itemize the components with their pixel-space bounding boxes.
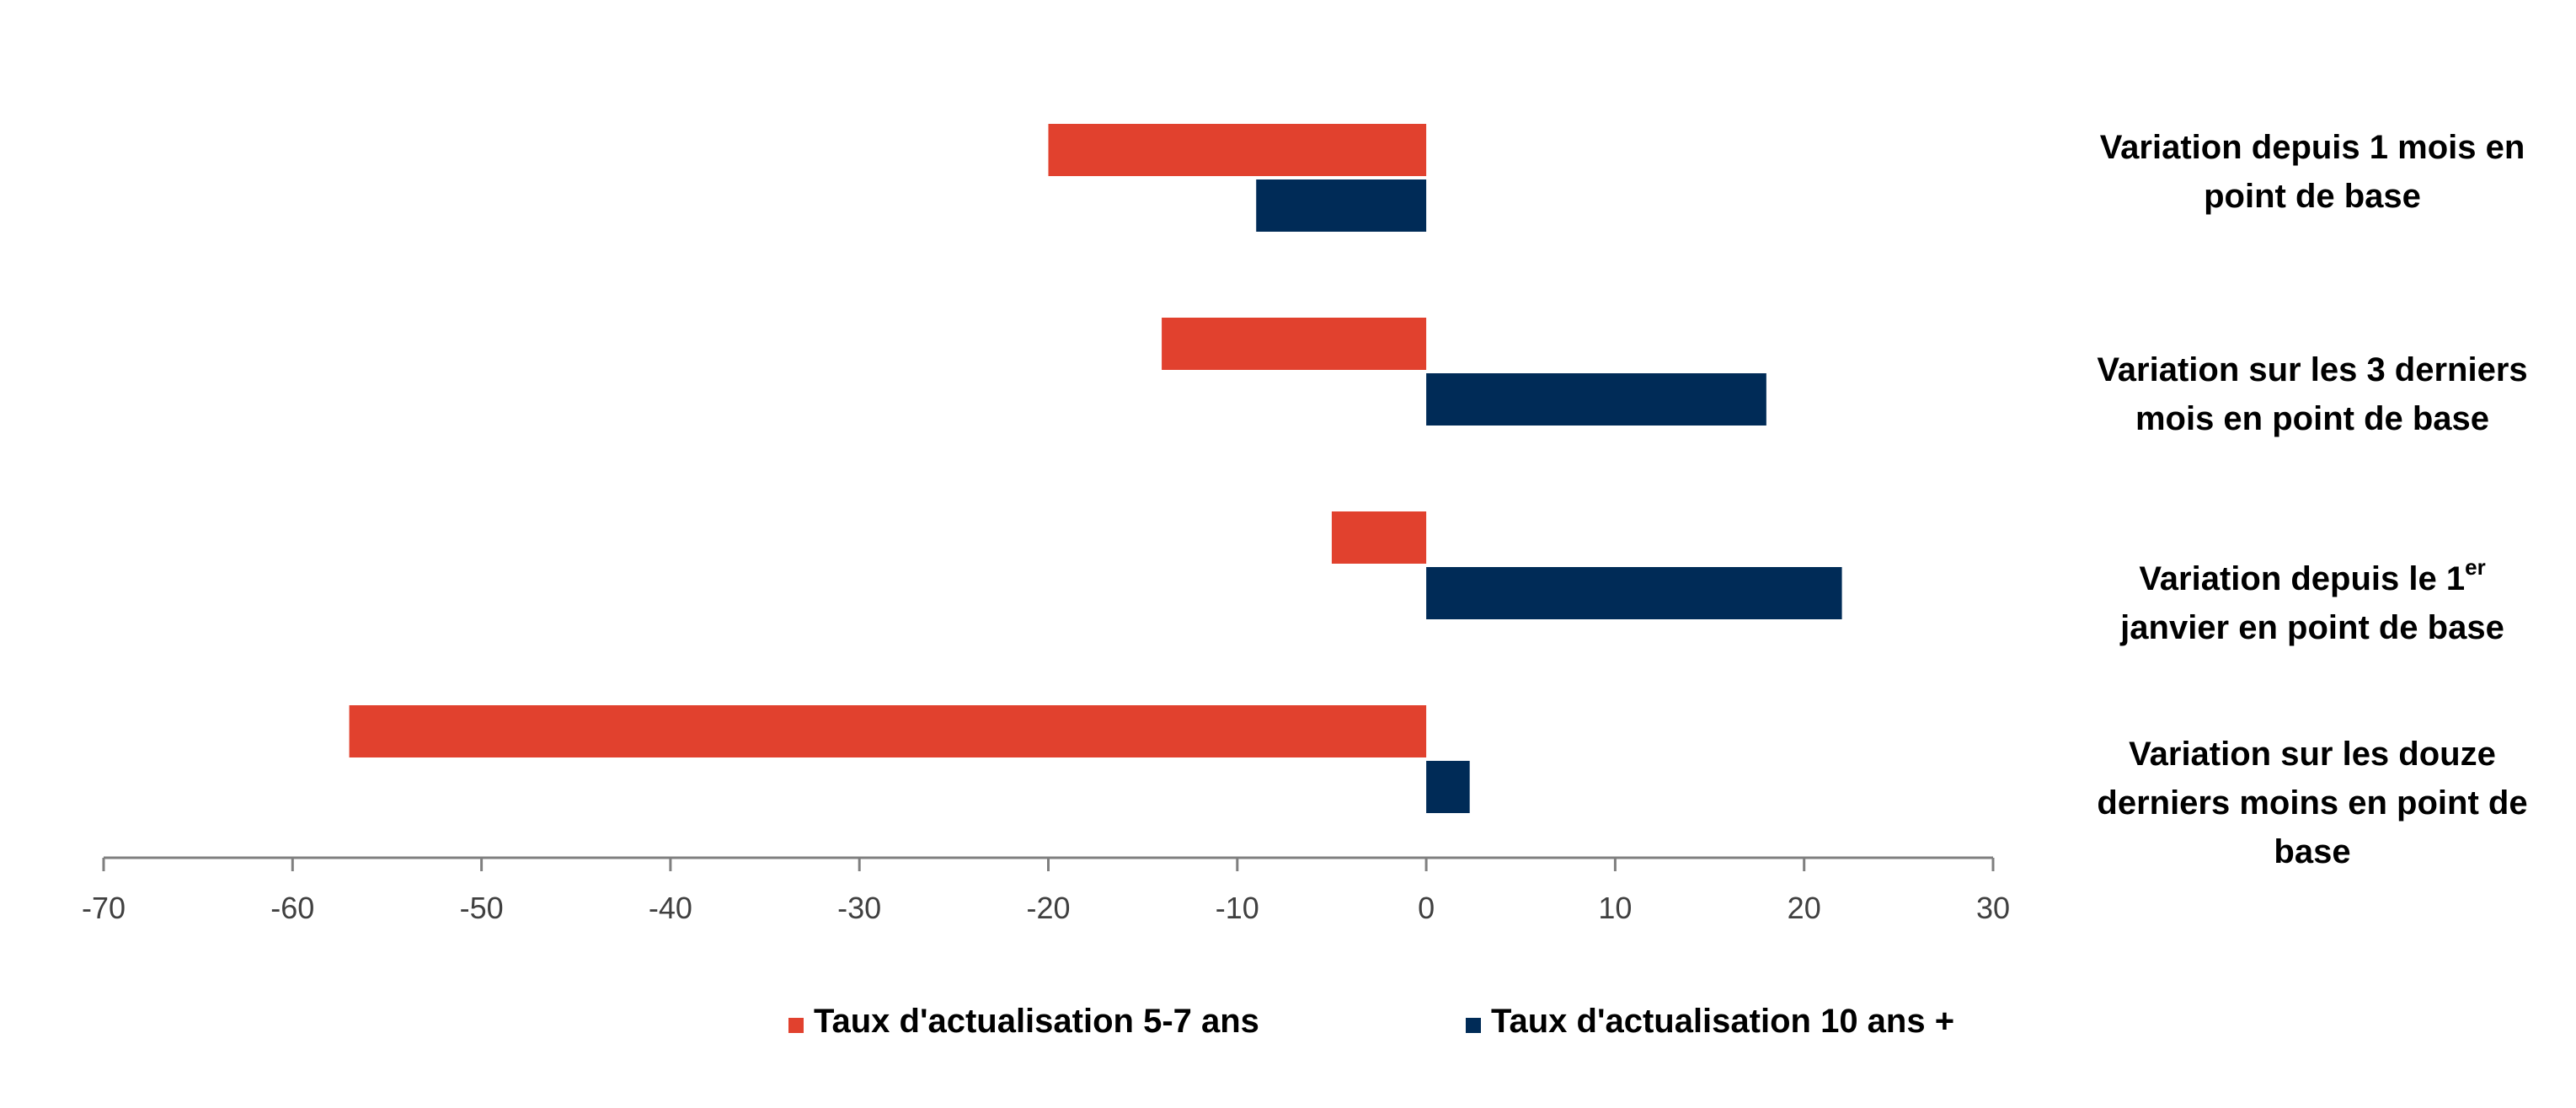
category-label-2-line1: Variation depuis le 1 [2139,560,2466,597]
bar-series-1-category-1 [1162,318,1427,370]
x-tick-label: -40 [649,891,692,925]
legend-label-series-1: Taux d'actualisation 5-7 ans [814,1003,1259,1040]
bars-group [349,124,1842,813]
bar-series-1-category-3 [349,705,1427,757]
bar-series-1-category-0 [1048,124,1427,176]
category-label-0-line2: point de base [2204,178,2421,215]
x-tick-label: 30 [1976,891,2010,925]
category-label-3-line1: Variation sur les douze [2129,736,2496,773]
legend-item-series-1: Taux d'actualisation 5-7 ans [788,1003,1259,1041]
category-label-2-line2: janvier en point de base [2120,609,2504,646]
bar-series-2-category-3 [1426,761,1470,813]
bar-series-2-category-0 [1256,179,1427,232]
category-label-2: Variation depuis le 1er janvier en point… [2081,554,2544,652]
bar-series-1-category-2 [1331,511,1427,564]
category-label-3-line2: derniers moins en point de [2097,784,2528,822]
x-tick-label: 20 [1788,891,1821,925]
category-label-3: Variation sur les douze derniers moins e… [2081,730,2544,876]
x-tick-label: -60 [270,891,314,925]
bar-series-2-category-1 [1426,373,1766,426]
x-tick-label: -10 [1216,891,1259,925]
category-label-3-line3: base [2274,833,2351,870]
category-label-0: Variation depuis 1 mois en point de base [2081,123,2544,221]
x-tick-label: -20 [1026,891,1070,925]
category-label-1: Variation sur les 3 derniers mois en poi… [2081,345,2544,443]
category-label-1-line2: mois en point de base [2135,400,2490,437]
x-tick-label: -70 [82,891,126,925]
x-tick-label: -30 [837,891,881,925]
bar-series-2-category-2 [1426,567,1842,619]
category-label-2-superscript: er [2465,554,2486,580]
category-label-0-line1: Variation depuis 1 mois en [2099,129,2525,166]
x-tick-label: 0 [1418,891,1435,925]
x-axis: -70 -60 -50 -40 -30 -20 -10 0 10 20 30 [82,856,2010,925]
category-label-1-line1: Variation sur les 3 derniers [2097,351,2528,388]
legend-swatch-series-2 [1466,1017,1481,1033]
legend-item-series-2: Taux d'actualisation 10 ans + [1466,1003,1954,1041]
legend-label-series-2: Taux d'actualisation 10 ans + [1491,1003,1955,1040]
x-tick-label: 10 [1598,891,1632,925]
legend-swatch-series-1 [788,1017,804,1033]
x-tick-label: -50 [460,891,504,925]
